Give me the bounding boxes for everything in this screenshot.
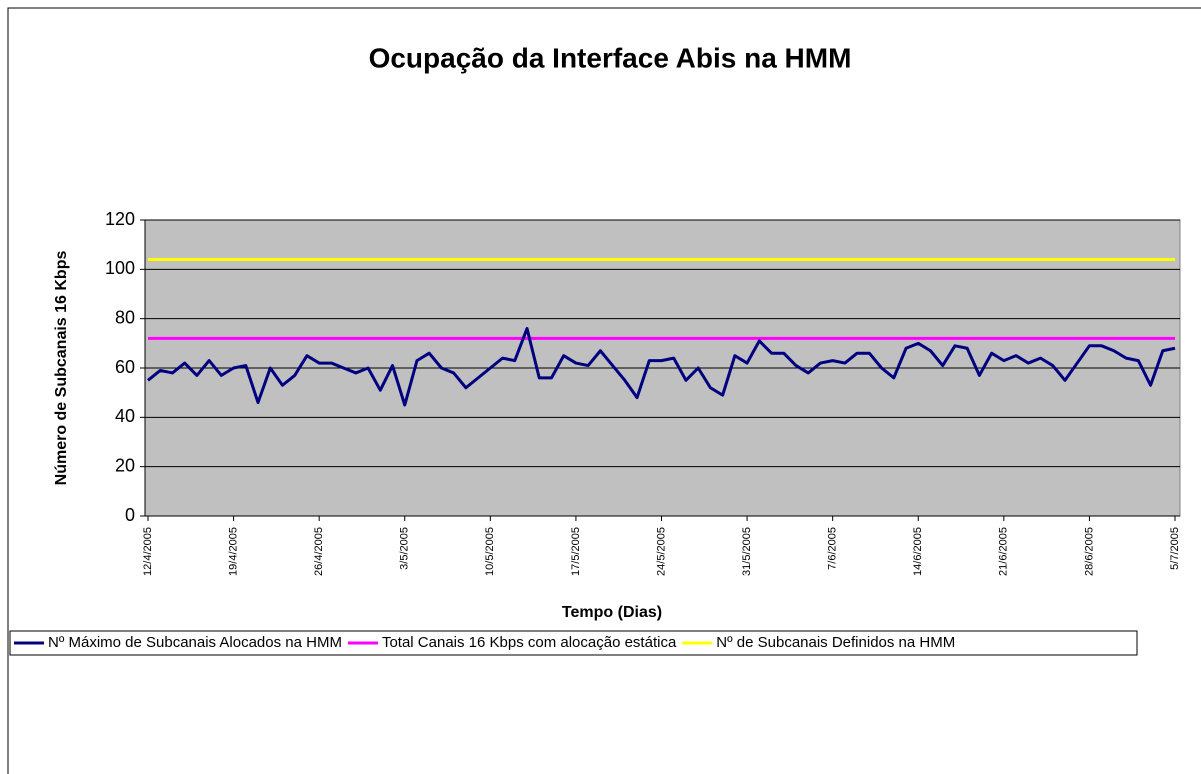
y-tick-label: 120: [105, 209, 135, 229]
x-tick-label: 12/4/2005: [142, 527, 154, 576]
legend-label: Nº de Subcanais Definidos na HMM: [716, 634, 955, 651]
x-tick-label: 21/6/2005: [998, 527, 1010, 576]
x-tick-label: 17/5/2005: [570, 527, 582, 576]
x-tick-label: 24/5/2005: [655, 527, 667, 576]
x-tick-label: 10/5/2005: [484, 527, 496, 576]
x-tick-label: 3/5/2005: [399, 527, 411, 570]
x-tick-label: 5/7/2005: [1169, 527, 1181, 570]
legend: [9, 630, 1138, 656]
y-tick-label: 60: [115, 357, 135, 377]
x-tick-label: 19/4/2005: [227, 527, 239, 576]
y-tick-label: 100: [105, 258, 135, 278]
data-line: [147, 327, 1176, 407]
x-tick-label: 14/6/2005: [912, 527, 924, 576]
legend-label: Nº Máximo de Subcanais Alocados na HMM: [48, 634, 342, 651]
y-tick-label: 80: [115, 307, 135, 327]
y-tick-label: 20: [115, 455, 135, 475]
y-tick-label: 40: [115, 406, 135, 426]
x-tick-label: 31/5/2005: [741, 527, 753, 576]
y-axis-label: Número de Subcanais 16 Kbps: [53, 251, 70, 486]
x-tick-label: 26/4/2005: [313, 527, 325, 576]
x-tick-label: 7/6/2005: [827, 527, 839, 570]
chart-title: Ocupação da Interface Abis na HMM: [369, 42, 852, 73]
x-tick-label: 28/6/2005: [1083, 527, 1095, 576]
y-tick-label: 0: [125, 505, 135, 525]
x-axis-label: Tempo (Dias): [562, 604, 662, 621]
legend-label: Total Canais 16 Kbps com alocação estáti…: [382, 634, 677, 651]
